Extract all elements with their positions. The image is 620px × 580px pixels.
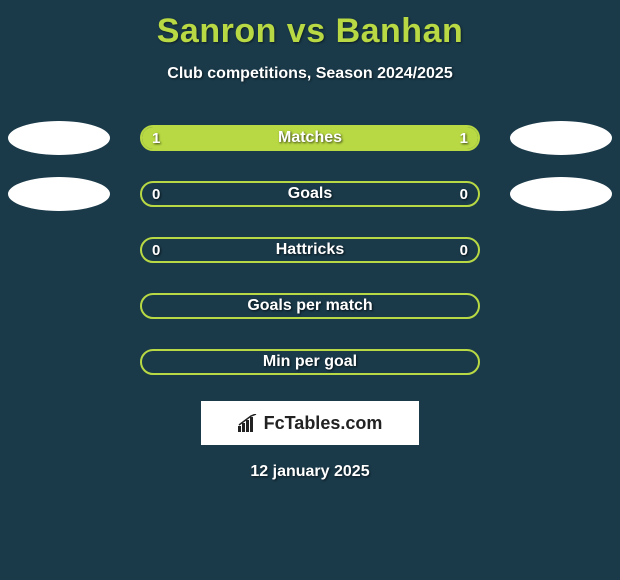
stat-label: Matches xyxy=(142,129,478,147)
player-badge-right xyxy=(510,121,612,155)
stat-bar: Min per goal xyxy=(140,349,480,375)
page-title: Sanron vs Banhan xyxy=(0,0,620,51)
player-badge-left xyxy=(8,121,110,155)
stat-bar: 11Matches xyxy=(140,125,480,151)
logo-text: FcTables.com xyxy=(264,413,383,434)
spacer xyxy=(8,233,110,267)
stat-bar: Goals per match xyxy=(140,293,480,319)
spacer xyxy=(510,289,612,323)
stat-rows: 11Matches 00Goals 00Hattricks Goals per mat… xyxy=(0,121,620,379)
spacer xyxy=(8,345,110,379)
chart-icon xyxy=(238,414,260,432)
logo-box: FcTables.com xyxy=(201,401,419,445)
spacer xyxy=(8,289,110,323)
stat-bar: 00Hattricks xyxy=(140,237,480,263)
stat-row: Goals per match xyxy=(0,289,620,323)
stat-label: Goals xyxy=(142,185,478,203)
stat-label: Hattricks xyxy=(142,241,478,259)
spacer xyxy=(510,345,612,379)
logo: FcTables.com xyxy=(238,413,383,434)
stat-row: 00Hattricks xyxy=(0,233,620,267)
stat-row: 00Goals xyxy=(0,177,620,211)
stat-label: Min per goal xyxy=(142,353,478,371)
player-badge-right xyxy=(510,177,612,211)
stat-bar: 00Goals xyxy=(140,181,480,207)
subtitle: Club competitions, Season 2024/2025 xyxy=(0,65,620,83)
spacer xyxy=(510,233,612,267)
stat-row: 11Matches xyxy=(0,121,620,155)
date-label: 12 january 2025 xyxy=(0,463,620,481)
stat-label: Goals per match xyxy=(142,297,478,315)
stat-row: Min per goal xyxy=(0,345,620,379)
player-badge-left xyxy=(8,177,110,211)
